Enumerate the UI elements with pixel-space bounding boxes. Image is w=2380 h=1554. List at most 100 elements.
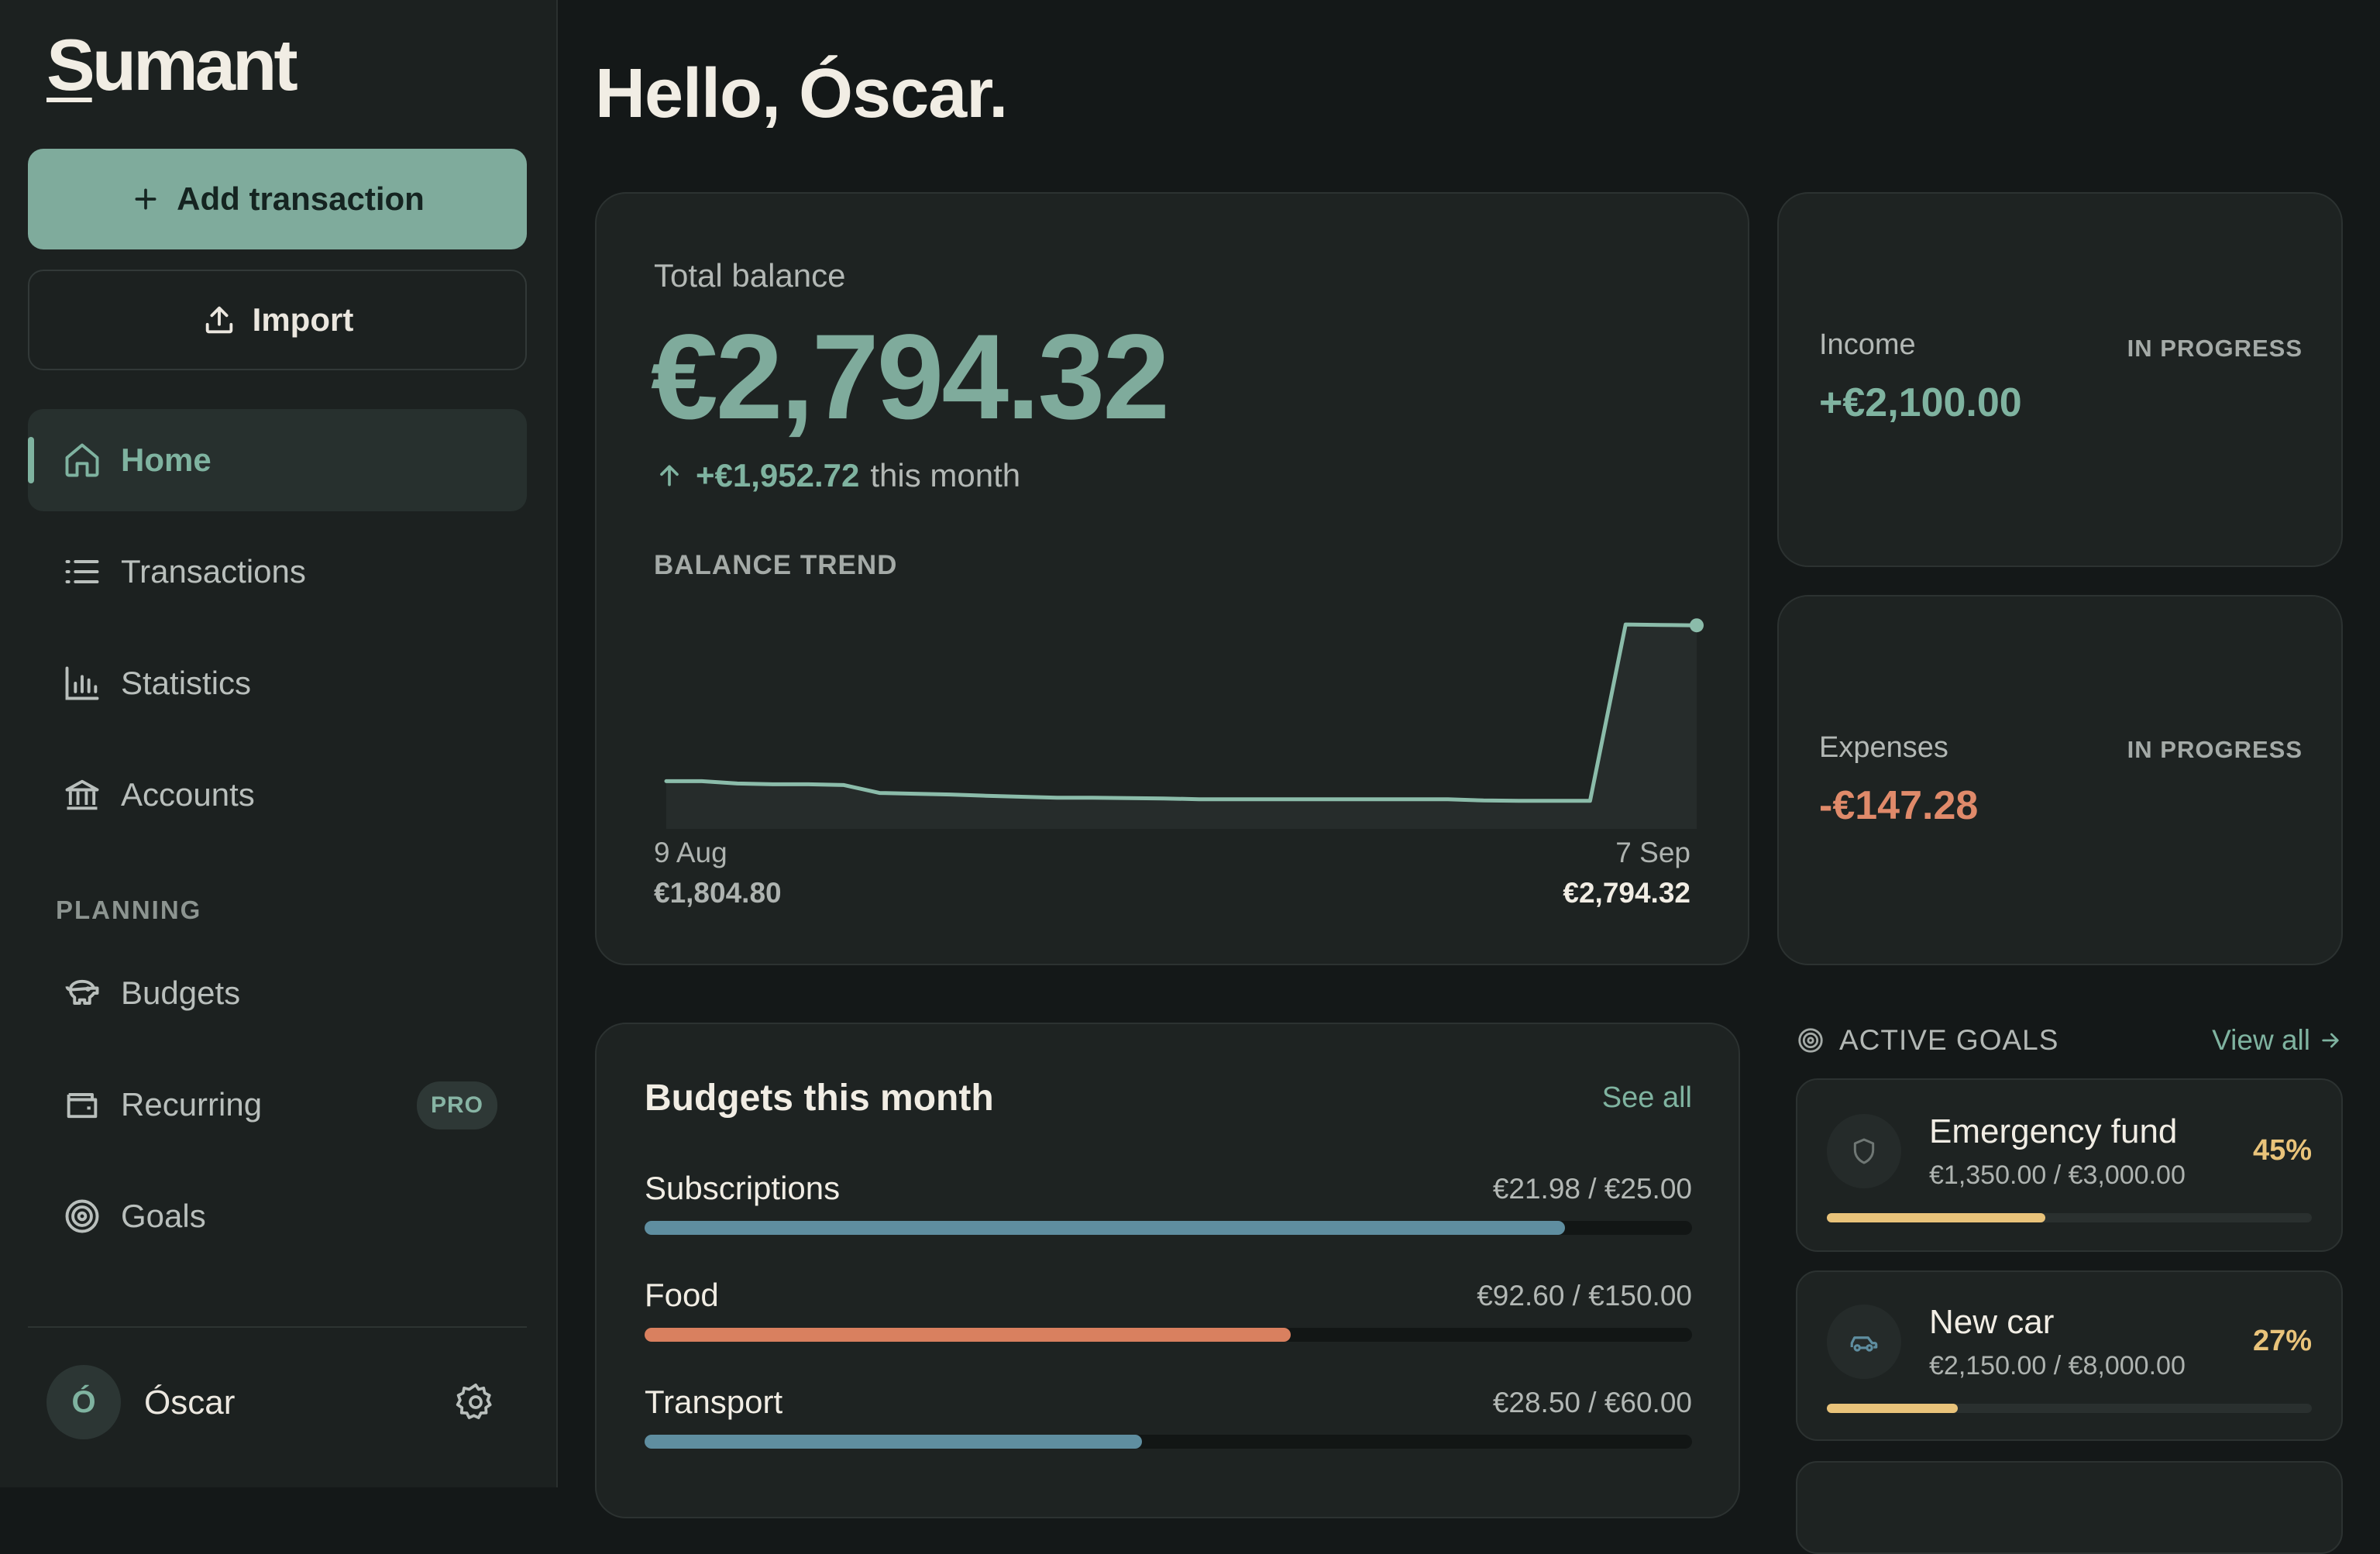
- trend-end: 7 Sep €2,794.32: [1563, 837, 1690, 909]
- view-all-label: View all: [2212, 1024, 2310, 1056]
- balance-trend-chart: [664, 618, 1704, 829]
- balance-change-amount: +€1,952.72: [696, 457, 860, 493]
- goal-amounts: €1,350.00 / €3,000.00: [1929, 1160, 2186, 1190]
- trend-label: BALANCE TREND: [654, 550, 898, 580]
- arrow-right-icon: [2322, 1033, 2339, 1048]
- goal-progress-fill: [1827, 1213, 2045, 1222]
- goal-name: Emergency fund: [1929, 1112, 2178, 1150]
- budget-progress-fill: [645, 1328, 1291, 1342]
- goal-amounts: €2,150.00 / €8,000.00: [1929, 1351, 2186, 1380]
- budget-progress-fill: [645, 1221, 1566, 1235]
- see-all-link[interactable]: See all: [1601, 1081, 1692, 1114]
- budget-name: Transport: [645, 1384, 783, 1420]
- trend-line: [664, 622, 1699, 803]
- budget-progress-track: [645, 1435, 1692, 1449]
- trend-start-value: €1,804.80: [654, 877, 782, 909]
- import-button[interactable]: Import: [28, 270, 527, 370]
- budget-progress-fill: [645, 1435, 1143, 1449]
- nav-label: Goals: [121, 1198, 206, 1234]
- budget-amount: €28.50 / €60.00: [1492, 1387, 1692, 1418]
- income-label: Income: [1819, 328, 1916, 361]
- budget-amount: €21.98 / €25.00: [1492, 1173, 1692, 1205]
- gear-icon[interactable]: [454, 1380, 497, 1424]
- nav-item-goals[interactable]: Goals: [28, 1165, 527, 1267]
- budgets-title: Budgets this month: [645, 1078, 994, 1119]
- trend-start-date: 9 Aug: [654, 837, 727, 868]
- trend-start: 9 Aug €1,804.80: [654, 837, 782, 909]
- goal-progress-fill: [1827, 1404, 1959, 1413]
- upload-icon: [205, 306, 232, 334]
- list-icon: [28, 552, 121, 592]
- pro-badge: PRO: [416, 1081, 497, 1129]
- piggy-bank-icon: [28, 973, 121, 1013]
- nav-label: Recurring: [121, 1086, 263, 1123]
- nav-label: Home: [121, 442, 212, 478]
- arrow-up-icon: [660, 465, 679, 486]
- add-transaction-button[interactable]: Add transaction: [28, 149, 527, 249]
- goal-percent: 45%: [2252, 1134, 2312, 1167]
- budget-progress-track: [645, 1328, 1692, 1342]
- nav-item-accounts[interactable]: Accounts: [28, 744, 527, 846]
- income-value: +€2,100.00: [1819, 380, 2022, 425]
- budget-progress-track: [645, 1221, 1692, 1235]
- nav-label: Statistics: [121, 665, 252, 701]
- goal-progress-track: [1827, 1404, 2312, 1413]
- goal-name: New car: [1929, 1303, 2055, 1341]
- budget-row[interactable]: Food €92.60 / €150.00: [645, 1277, 1692, 1362]
- nav-item-recurring[interactable]: Recurring PRO: [28, 1054, 527, 1156]
- budget-row[interactable]: Transport €28.50 / €60.00: [645, 1384, 1692, 1469]
- trend-end-point: [1690, 618, 1704, 633]
- sidebar: Sumant Add transaction Import Home Trans…: [0, 0, 558, 1487]
- budget-amount: €92.60 / €150.00: [1477, 1280, 1692, 1312]
- goal-card-emergency-fund[interactable]: Emergency fund €1,350.00 / €3,000.00 45%: [1796, 1078, 2343, 1252]
- trend-end-value: €2,794.32: [1563, 877, 1690, 909]
- nav-item-transactions[interactable]: Transactions: [28, 521, 527, 623]
- add-transaction-label: Add transaction: [177, 180, 425, 217]
- budget-name: Subscriptions: [645, 1170, 841, 1206]
- goal-percent: 27%: [2252, 1325, 2312, 1357]
- app-logo[interactable]: Sumant: [46, 24, 298, 105]
- plus-icon: [135, 188, 156, 210]
- trend-end-date: 7 Sep: [1615, 837, 1690, 868]
- shield-icon: [1827, 1114, 1901, 1188]
- nav-label: Budgets: [121, 975, 241, 1011]
- balance-value: €2,794.32: [651, 310, 1170, 445]
- bar-chart-icon: [28, 663, 121, 703]
- goal-card[interactable]: [1796, 1461, 2343, 1554]
- expenses-value: -€147.28: [1819, 783, 1979, 828]
- goal-progress-track: [1827, 1213, 2312, 1222]
- user-name: Óscar: [144, 1384, 236, 1422]
- nav-label: Accounts: [121, 776, 255, 813]
- income-status: IN PROGRESS: [2127, 335, 2303, 362]
- wallet-icon: [28, 1085, 121, 1125]
- balance-change-suffix: this month: [870, 457, 1021, 493]
- balance-card: Total balance €2,794.32 +€1,952.72 this …: [595, 192, 1749, 965]
- sidebar-divider: [28, 1326, 527, 1328]
- planning-section-label: PLANNING: [56, 896, 202, 924]
- target-icon: [1798, 1028, 1823, 1053]
- budget-name: Food: [645, 1277, 719, 1313]
- goal-card-new-car[interactable]: New car €2,150.00 / €8,000.00 27%: [1796, 1270, 2343, 1441]
- nav-label: Transactions: [121, 553, 306, 590]
- bank-icon: [28, 775, 121, 815]
- income-card[interactable]: Income IN PROGRESS +€2,100.00: [1777, 192, 2343, 567]
- expenses-label: Expenses: [1819, 731, 1948, 764]
- goals-title: ACTIVE GOALS: [1839, 1024, 2059, 1056]
- import-label: Import: [252, 301, 354, 338]
- nav-item-budgets[interactable]: Budgets: [28, 942, 527, 1044]
- nav-item-home[interactable]: Home: [28, 409, 527, 511]
- budgets-card: Budgets this month See all Subscriptions…: [595, 1023, 1740, 1518]
- expenses-card[interactable]: Expenses IN PROGRESS -€147.28: [1777, 595, 2343, 965]
- balance-change: +€1,952.72 this month: [654, 457, 1020, 494]
- budget-row[interactable]: Subscriptions €21.98 / €25.00: [645, 1170, 1692, 1255]
- home-icon: [28, 440, 121, 480]
- avatar[interactable]: Ó: [46, 1365, 121, 1439]
- car-icon: [1827, 1305, 1901, 1379]
- view-all-link[interactable]: View all: [2212, 1024, 2343, 1057]
- nav-item-statistics[interactable]: Statistics: [28, 632, 527, 734]
- balance-label: Total balance: [654, 257, 846, 294]
- trend-area: [666, 624, 1697, 829]
- page-title: Hello, Óscar.: [595, 55, 1008, 132]
- target-icon: [28, 1196, 121, 1236]
- expenses-status: IN PROGRESS: [2127, 736, 2303, 763]
